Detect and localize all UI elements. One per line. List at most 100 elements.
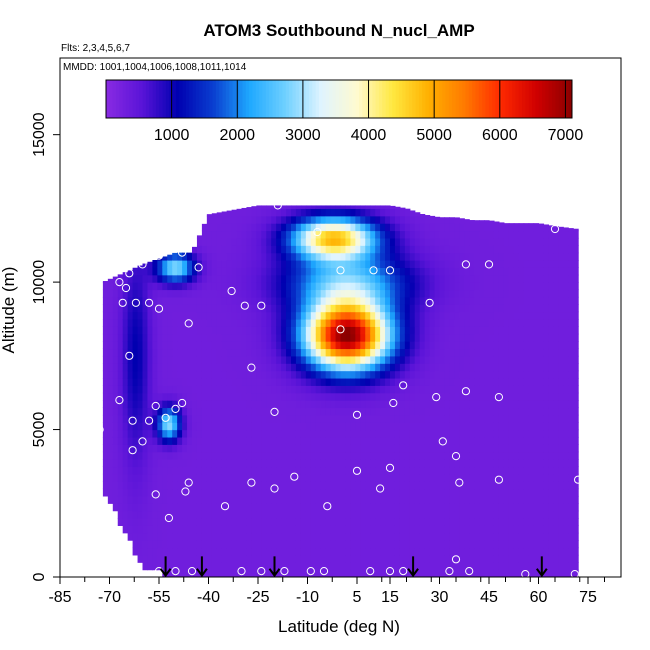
heatmap-cell xyxy=(340,260,347,268)
heatmap-cell xyxy=(256,223,262,232)
observation-point xyxy=(451,555,461,564)
heatmap-cell xyxy=(429,488,436,497)
heatmap-cell xyxy=(454,304,460,313)
heatmap-cell xyxy=(558,554,564,563)
heatmap-cell xyxy=(399,554,406,563)
heatmap-cell xyxy=(152,422,158,431)
heatmap-cell xyxy=(320,554,327,563)
heatmap-cell xyxy=(553,260,559,268)
heatmap-cell xyxy=(508,282,515,291)
heatmap-cell xyxy=(484,274,490,283)
heatmap-cell xyxy=(429,230,436,239)
heatmap-cell xyxy=(355,532,361,541)
heatmap-cell xyxy=(300,436,307,445)
heatmap-cell xyxy=(385,311,391,320)
heatmap-cell xyxy=(355,562,361,571)
heatmap-cell xyxy=(300,547,307,556)
heatmap-cell xyxy=(236,296,243,305)
heatmap-cell xyxy=(563,252,569,261)
heatmap-cell xyxy=(493,510,500,519)
heatmap-cell xyxy=(355,348,361,357)
heatmap-cell xyxy=(167,341,173,350)
heatmap-cell xyxy=(533,274,540,283)
heatmap-cell xyxy=(271,518,277,526)
heatmap-cell xyxy=(286,215,292,224)
heatmap-cell xyxy=(503,289,510,298)
heatmap-cell xyxy=(508,348,515,357)
heatmap-cell xyxy=(196,326,203,335)
heatmap-cell xyxy=(261,215,267,224)
observation-point xyxy=(171,567,180,576)
heatmap-cell xyxy=(365,569,371,577)
heatmap-cell xyxy=(241,436,248,445)
heatmap-cell xyxy=(419,488,426,497)
heatmap-cell xyxy=(261,422,267,431)
heatmap-cell xyxy=(187,341,193,350)
heatmap-cell xyxy=(548,569,554,577)
heatmap-cell xyxy=(439,540,446,549)
heatmap-cell xyxy=(414,532,421,541)
heatmap-cell xyxy=(286,488,292,497)
heatmap-cell xyxy=(286,444,292,453)
heatmap-cell xyxy=(137,265,144,268)
colorbar-segment xyxy=(525,80,530,118)
heatmap-cell xyxy=(484,436,490,445)
heatmap-cell xyxy=(385,252,391,261)
heatmap-cell xyxy=(192,503,198,512)
heatmap-cell xyxy=(266,481,272,490)
heatmap-cell xyxy=(444,223,450,232)
heatmap-cell xyxy=(162,451,168,460)
heatmap-cell xyxy=(187,569,193,577)
heatmap-cell xyxy=(573,547,579,556)
heatmap-cell xyxy=(380,400,386,409)
heatmap-cell xyxy=(335,245,342,254)
heatmap-cell xyxy=(167,429,173,438)
heatmap-cell xyxy=(474,223,480,232)
heatmap-cell xyxy=(365,466,371,475)
heatmap-cell xyxy=(523,333,530,342)
heatmap-cell xyxy=(340,341,347,350)
heatmap-cell xyxy=(513,422,520,431)
heatmap-cell xyxy=(286,481,292,490)
heatmap-cell xyxy=(464,554,470,563)
heatmap-cell xyxy=(573,407,579,416)
heatmap-cell xyxy=(573,495,579,504)
heatmap-cell xyxy=(266,311,272,320)
heatmap-cell xyxy=(256,311,262,320)
heatmap-cell xyxy=(493,245,500,254)
heatmap-cell xyxy=(315,459,322,468)
heatmap-cell xyxy=(266,518,272,526)
heatmap-cell xyxy=(231,245,238,254)
colorbar-segment xyxy=(272,80,277,118)
colorbar-segment xyxy=(309,80,313,118)
heatmap-cell xyxy=(568,466,574,475)
heatmap-cell xyxy=(390,348,396,357)
heatmap-cell xyxy=(385,205,391,209)
heatmap-cell xyxy=(276,518,282,526)
observation-point xyxy=(352,466,362,475)
heatmap-cell xyxy=(102,296,109,305)
observation-point xyxy=(273,201,282,210)
heatmap-cell xyxy=(271,245,277,254)
heatmap-cell xyxy=(350,510,356,519)
heatmap-cell xyxy=(508,355,515,364)
heatmap-cell xyxy=(538,296,545,305)
heatmap-cell xyxy=(310,260,317,268)
heatmap-cell xyxy=(281,459,287,468)
heatmap-cell xyxy=(147,488,153,497)
colorbar-segment xyxy=(199,80,204,118)
heatmap-cell xyxy=(281,466,287,475)
heatmap-cell xyxy=(236,444,243,453)
heatmap-cell xyxy=(291,562,297,571)
heatmap-cell xyxy=(404,414,411,423)
heatmap-cell xyxy=(553,304,559,313)
heatmap-cell xyxy=(246,289,252,298)
heatmap-cell xyxy=(493,503,500,512)
colorbar-segment xyxy=(535,80,540,118)
heatmap-cell xyxy=(404,525,411,534)
heatmap-cell xyxy=(573,282,579,291)
heatmap-cell xyxy=(276,296,282,305)
heatmap-cell xyxy=(281,473,287,482)
heatmap-cell xyxy=(340,304,347,313)
heatmap-cell xyxy=(380,436,386,445)
